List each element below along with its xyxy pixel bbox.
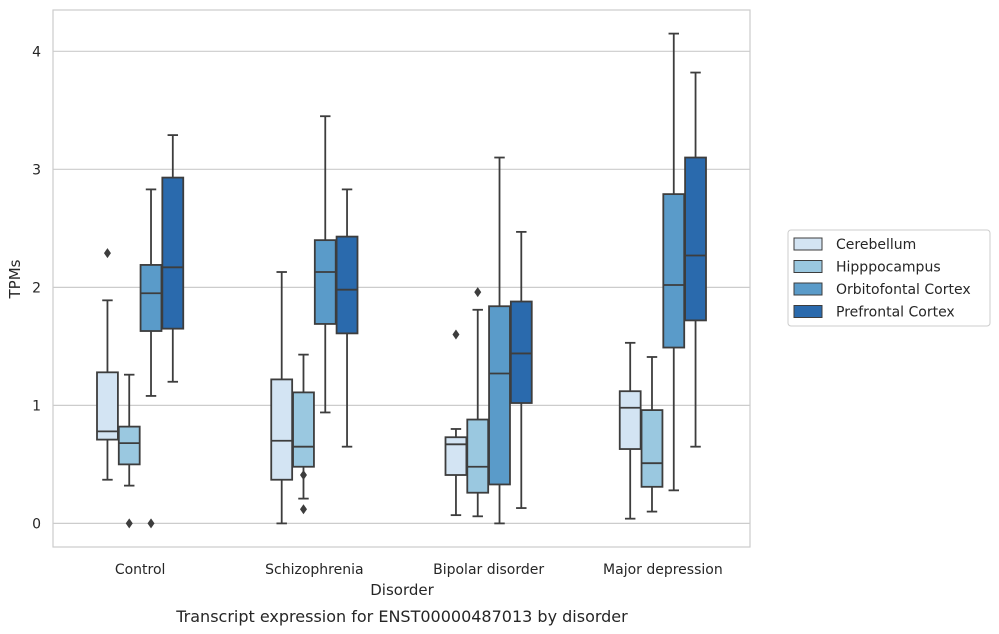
y-axis-ticks: 0 1 2 3 4 — [32, 44, 41, 532]
y-tick-label-0: 0 — [32, 516, 41, 532]
flier-0 — [452, 329, 460, 340]
box-0-1 — [270, 271, 294, 525]
box-body — [618, 390, 642, 450]
box-2-0 — [139, 188, 163, 529]
y-tick-label-1: 1 — [32, 398, 41, 414]
box-3-3 — [684, 71, 707, 448]
x-tick-label-3: Major depression — [603, 562, 723, 578]
box-0-0 — [96, 248, 119, 481]
flier-0 — [474, 287, 482, 298]
box-body — [270, 378, 294, 481]
box-body — [488, 305, 511, 486]
legend-swatch-3 — [793, 305, 823, 318]
flier-0 — [147, 518, 155, 529]
box-body — [139, 264, 163, 332]
box-0-2 — [444, 329, 468, 517]
box-body — [117, 425, 141, 466]
box-2-2 — [488, 156, 511, 525]
legend-swatch-0 — [793, 237, 823, 251]
legend-swatch-1 — [793, 260, 823, 273]
box-body — [640, 409, 664, 488]
y-tick-label-3: 3 — [32, 162, 41, 178]
box-body — [335, 235, 359, 335]
legend: Cerebellum Hipppocampus Orbitofontal Corte… — [787, 229, 991, 327]
box-body — [662, 193, 686, 349]
box-body — [292, 391, 315, 468]
box-1-0 — [117, 373, 141, 529]
box-body — [466, 418, 490, 494]
legend-label-0: Cerebellum — [836, 237, 916, 253]
legend-frame — [787, 229, 991, 327]
boxes — [96, 32, 707, 529]
chart-caption: Transcript expression for ENST0000048701… — [175, 607, 628, 626]
box-1-2 — [466, 287, 490, 518]
box-2-1 — [313, 115, 337, 414]
box-body — [444, 436, 468, 476]
box-1-1 — [292, 353, 315, 515]
box-0-3 — [618, 341, 642, 520]
x-axis-ticks: Control Schizophrenia Bipolar disorder Majo… — [115, 562, 723, 578]
y-tick-label-4: 4 — [32, 44, 41, 60]
box-body — [96, 371, 119, 441]
flier-0 — [299, 470, 307, 481]
x-tick-label-1: Schizophrenia — [265, 562, 363, 578]
flier-0 — [125, 518, 133, 529]
box-body — [684, 156, 707, 322]
legend-label-3: Prefrontal Cortex — [836, 305, 955, 321]
box-body — [313, 239, 337, 325]
box-3-1 — [335, 188, 359, 448]
flier-1 — [299, 504, 307, 515]
box-body — [161, 176, 185, 330]
x-tick-label-0: Control — [115, 562, 166, 578]
y-axis-label: TPMs — [6, 259, 24, 299]
box-body — [509, 300, 533, 404]
x-axis-label: Disorder — [370, 581, 434, 599]
legend-label-1: Hipppocampus — [836, 260, 941, 276]
plot-frame — [52, 9, 751, 548]
x-tick-label-2: Bipolar disorder — [433, 562, 544, 578]
box-2-3 — [662, 32, 686, 492]
flier-0 — [103, 248, 111, 259]
box-1-3 — [640, 356, 664, 513]
y-tick-label-2: 2 — [32, 280, 41, 296]
legend-swatch-2 — [793, 282, 823, 296]
box-3-0 — [161, 134, 185, 383]
legend-label-2: Orbitofontal Cortex — [836, 282, 971, 298]
box-3-2 — [509, 230, 533, 509]
